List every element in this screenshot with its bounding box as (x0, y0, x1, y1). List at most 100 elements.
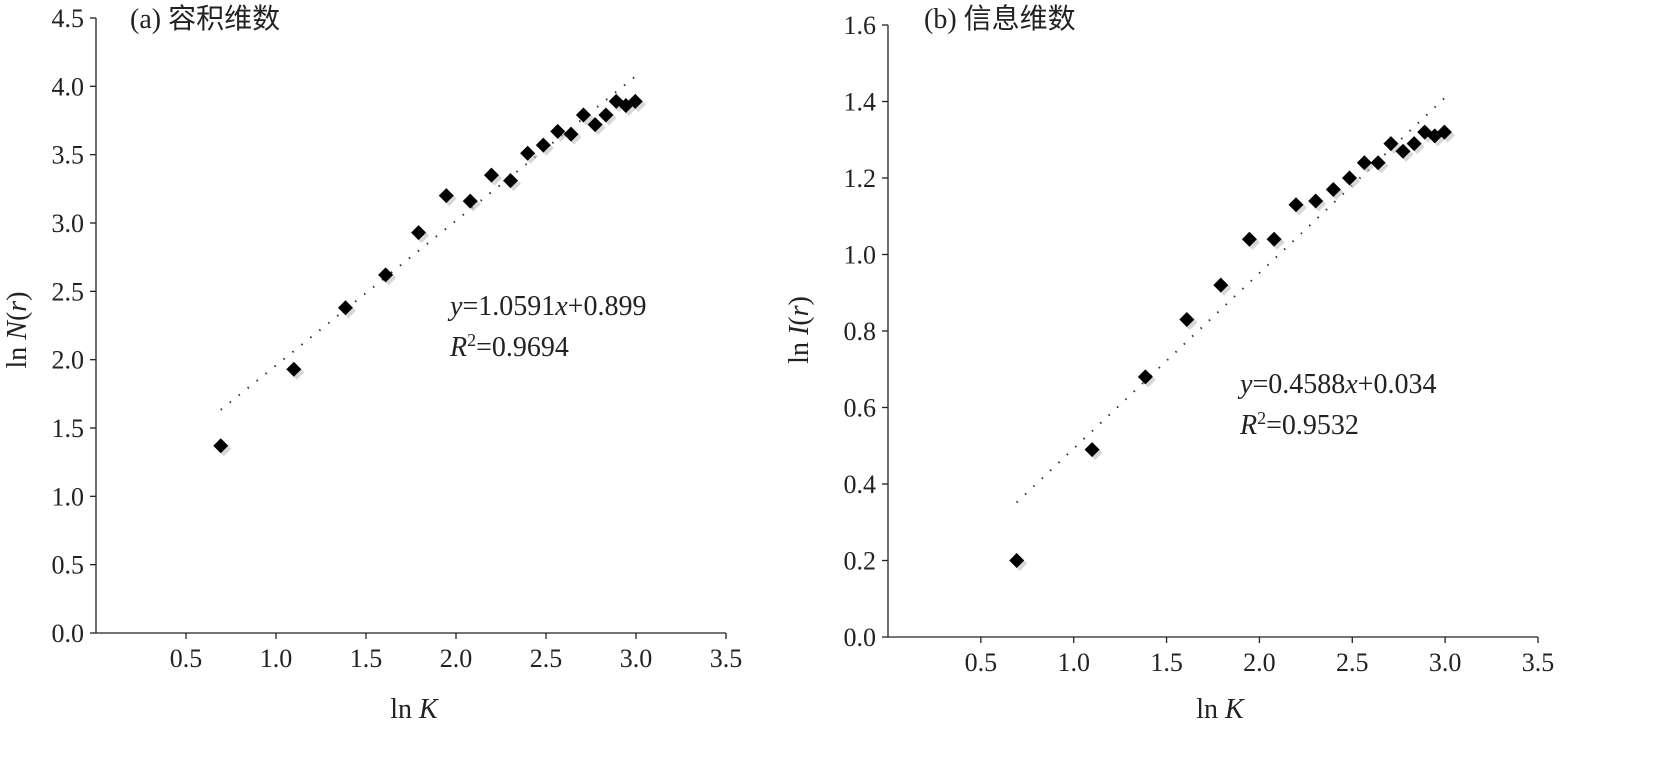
data-point (1308, 193, 1324, 209)
x-tick-label: 2.0 (1243, 648, 1276, 677)
trend-equation-part: +0.899 (568, 291, 647, 322)
chart-title: (a) 容积维数 (130, 3, 280, 35)
data-point (1436, 124, 1452, 140)
y-tick-label: 1.4 (844, 88, 877, 117)
y-tick-label: 4.5 (52, 4, 85, 33)
chart-panel-a: 0.0 0.5 1.0 1.5 2.0 2.5 3.0 3.5 4.0 4.5 0.5 1.0 1.5 2… (2, 3, 742, 725)
r-squared-part: 2 (467, 330, 476, 350)
trend-equation: y=1.0591x+0.899 (447, 291, 646, 322)
y-axis-label-part: ( (784, 316, 815, 325)
data-point (550, 123, 566, 139)
data-point (213, 438, 229, 454)
r-squared-part: R (449, 332, 467, 363)
y-tick-label: 1.5 (52, 414, 85, 443)
data-point (1213, 277, 1229, 293)
y-axis-label: ln N(r) (2, 291, 33, 368)
data-point (1179, 312, 1195, 328)
data-point (587, 117, 603, 133)
x-axis-label-part: K (418, 694, 439, 725)
x-tick-label: 3.5 (1522, 648, 1555, 677)
x-tick-label: 2.5 (530, 644, 563, 673)
data-point (627, 93, 643, 109)
x-tick-label: 0.5 (965, 648, 998, 677)
y-axis-label-part: ln (784, 335, 815, 364)
data-point (1266, 231, 1282, 247)
r-squared: R2=0.9694 (449, 330, 569, 363)
r-squared-part: 2 (1257, 408, 1266, 428)
data-point (286, 361, 302, 377)
x-tick-label: 3.0 (1429, 648, 1462, 677)
y-tick-label: 1.6 (844, 11, 877, 40)
data-point (1395, 143, 1411, 159)
data-point (1370, 155, 1386, 171)
x-tick-label: 0.5 (170, 644, 203, 673)
data-point (411, 225, 427, 241)
x-tick-label: 1.5 (350, 644, 383, 673)
y-tick-label: 0.8 (844, 317, 877, 346)
y-tick-label: 0.5 (52, 551, 85, 580)
y-axis-label: ln I(r) (784, 296, 815, 364)
trend-equation-part: =1.0591 (462, 291, 555, 322)
y-tick-label: 0.6 (844, 394, 877, 423)
y-tick-label: 2.0 (52, 346, 85, 375)
y-axis-label-part: ( (2, 312, 33, 321)
r-squared-part: R (1239, 410, 1257, 441)
data-point (563, 126, 579, 142)
trend-equation: y=0.4588x+0.034 (1237, 369, 1436, 400)
trend-equation-part: =0.4588 (1252, 369, 1345, 400)
data-point (1342, 170, 1357, 186)
y-axis-label-part: I (784, 324, 815, 336)
data-point (438, 188, 454, 204)
data-point (520, 145, 536, 161)
data-point (598, 107, 614, 123)
data-point (462, 193, 478, 209)
y-tick-label: 0.0 (52, 619, 85, 648)
y-tick-label: 3.0 (52, 209, 85, 238)
trend-equation-part: x (554, 291, 568, 322)
y-axis-label-part: r (2, 301, 33, 312)
y-tick-label: 0.0 (844, 623, 877, 652)
trend-equation-part: y (1237, 369, 1253, 400)
x-tick-label: 1.0 (260, 644, 293, 673)
y-tick-label: 1.0 (52, 482, 85, 511)
data-point (1009, 553, 1025, 568)
data-point (1406, 136, 1422, 152)
x-axis-label: ln K (1196, 694, 1245, 725)
x-tick-label: 2.0 (440, 644, 473, 673)
y-tick-label: 1.0 (844, 241, 877, 270)
y-tick-label: 0.4 (844, 470, 877, 499)
data-point (1137, 369, 1153, 385)
y-axis-label-part: N (2, 320, 33, 341)
y-tick-label: 3.5 (52, 141, 85, 170)
data-point (575, 107, 591, 123)
data-point (1084, 442, 1100, 458)
data-point (535, 137, 551, 153)
y-axis-label-part: ln (2, 340, 33, 369)
x-axis-label-part: ln (390, 694, 419, 725)
x-tick-label: 2.5 (1336, 648, 1369, 677)
x-tick-label: 3.5 (710, 644, 743, 673)
chart-panel-b: 0.0 0.2 0.4 0.6 0.8 1.0 1.2 1.4 1.6 0.5 1.0 1.5 2.0 2… (784, 3, 1554, 725)
y-tick-label: 1.2 (844, 164, 877, 193)
trend-equation-part: x (1344, 369, 1358, 400)
trendline (220, 75, 636, 411)
y-tick-label: 4.0 (52, 72, 85, 101)
data-point (1356, 155, 1372, 171)
trend-equation-part: y (447, 291, 463, 322)
r-squared: R2=0.9532 (1239, 408, 1359, 441)
x-axis-label-part: K (1224, 694, 1245, 725)
y-axis-label-part: ) (2, 291, 33, 300)
x-tick-label: 3.0 (620, 644, 653, 673)
data-point (1288, 197, 1304, 213)
chart-title: (b) 信息维数 (924, 3, 1076, 35)
y-axis-label-part: r (784, 305, 815, 316)
r-squared-part: =0.9694 (476, 332, 569, 363)
data-point (378, 267, 394, 283)
data-point (1241, 231, 1257, 247)
data-point (1325, 181, 1341, 197)
y-tick-label: 2.5 (52, 277, 85, 306)
data-point (503, 173, 519, 189)
x-axis-label-part: ln (1196, 694, 1225, 725)
r-squared-part: =0.9532 (1266, 410, 1359, 441)
